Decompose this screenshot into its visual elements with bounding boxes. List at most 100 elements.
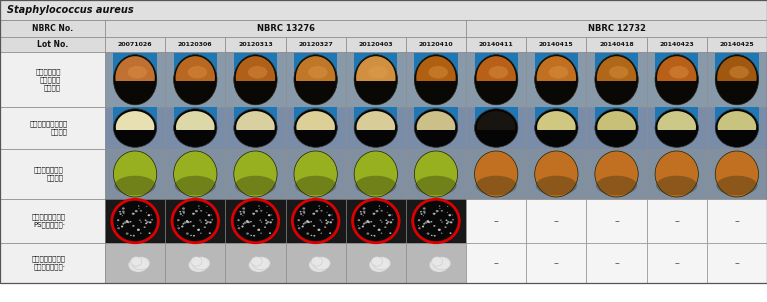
Ellipse shape xyxy=(191,257,202,266)
Ellipse shape xyxy=(321,210,323,212)
Ellipse shape xyxy=(428,221,430,223)
Ellipse shape xyxy=(438,229,441,231)
Bar xyxy=(466,53,526,107)
Bar xyxy=(647,243,707,283)
Ellipse shape xyxy=(416,176,456,195)
Ellipse shape xyxy=(423,207,426,210)
Ellipse shape xyxy=(418,219,420,221)
Text: 20140423: 20140423 xyxy=(660,42,694,47)
Ellipse shape xyxy=(117,227,120,229)
Ellipse shape xyxy=(294,201,337,241)
Text: Lot No.: Lot No. xyxy=(37,40,68,49)
Ellipse shape xyxy=(388,214,391,216)
Ellipse shape xyxy=(130,221,131,223)
Bar xyxy=(466,107,526,149)
Bar xyxy=(173,53,217,81)
Ellipse shape xyxy=(414,55,458,105)
Ellipse shape xyxy=(122,210,125,213)
Ellipse shape xyxy=(177,227,180,229)
Bar xyxy=(105,243,165,283)
Ellipse shape xyxy=(327,221,329,223)
Ellipse shape xyxy=(302,207,305,210)
Bar xyxy=(346,107,406,149)
Bar xyxy=(354,53,397,81)
Ellipse shape xyxy=(122,215,123,216)
Bar xyxy=(285,149,346,199)
Bar xyxy=(105,149,165,199)
Ellipse shape xyxy=(269,232,271,234)
Bar xyxy=(406,107,466,149)
Ellipse shape xyxy=(391,214,393,215)
Bar xyxy=(526,199,587,243)
Ellipse shape xyxy=(116,111,154,143)
Ellipse shape xyxy=(475,109,518,147)
Ellipse shape xyxy=(355,176,397,195)
Ellipse shape xyxy=(325,220,328,221)
Ellipse shape xyxy=(173,55,217,105)
Bar xyxy=(526,37,587,53)
Ellipse shape xyxy=(138,208,140,209)
Ellipse shape xyxy=(318,229,321,231)
Ellipse shape xyxy=(354,55,397,105)
Ellipse shape xyxy=(414,109,458,147)
Bar xyxy=(165,149,225,199)
Bar xyxy=(105,37,165,53)
Bar xyxy=(587,149,647,199)
Ellipse shape xyxy=(266,221,269,223)
Ellipse shape xyxy=(200,210,202,212)
Ellipse shape xyxy=(370,221,372,223)
Bar xyxy=(225,149,285,199)
Ellipse shape xyxy=(250,235,252,236)
Ellipse shape xyxy=(182,226,183,227)
Ellipse shape xyxy=(253,257,270,270)
Ellipse shape xyxy=(195,210,198,212)
Ellipse shape xyxy=(386,223,388,224)
Ellipse shape xyxy=(127,66,147,79)
Ellipse shape xyxy=(193,225,195,227)
Ellipse shape xyxy=(298,225,299,226)
Bar xyxy=(466,149,526,199)
Ellipse shape xyxy=(380,233,382,234)
Bar xyxy=(466,20,767,37)
Ellipse shape xyxy=(441,221,443,223)
Bar xyxy=(346,243,406,283)
Text: –: – xyxy=(494,258,499,268)
Ellipse shape xyxy=(414,151,458,197)
Bar xyxy=(165,53,225,107)
Ellipse shape xyxy=(418,227,421,229)
Ellipse shape xyxy=(211,219,213,220)
Ellipse shape xyxy=(327,206,328,207)
Ellipse shape xyxy=(374,257,390,270)
Ellipse shape xyxy=(452,219,454,220)
Ellipse shape xyxy=(182,215,183,216)
Text: –: – xyxy=(614,258,619,268)
Ellipse shape xyxy=(367,221,370,223)
Ellipse shape xyxy=(186,221,189,223)
Ellipse shape xyxy=(206,221,209,223)
Bar xyxy=(114,53,156,81)
Ellipse shape xyxy=(447,206,449,207)
Ellipse shape xyxy=(420,213,423,215)
Ellipse shape xyxy=(266,206,268,207)
Ellipse shape xyxy=(657,111,696,143)
Ellipse shape xyxy=(114,109,156,147)
Ellipse shape xyxy=(126,221,128,223)
Ellipse shape xyxy=(248,66,268,79)
Ellipse shape xyxy=(179,213,182,215)
Bar xyxy=(285,243,346,283)
Text: –: – xyxy=(674,216,679,226)
Ellipse shape xyxy=(374,235,376,236)
Text: –: – xyxy=(494,216,499,226)
Ellipse shape xyxy=(373,225,375,227)
Ellipse shape xyxy=(423,226,424,227)
Ellipse shape xyxy=(183,212,185,214)
Ellipse shape xyxy=(204,226,206,228)
Text: Staphylococcus aureus: Staphylococcus aureus xyxy=(7,5,133,14)
Ellipse shape xyxy=(200,221,202,223)
Ellipse shape xyxy=(261,221,262,223)
Bar xyxy=(0,107,105,149)
Ellipse shape xyxy=(452,214,453,215)
Bar xyxy=(114,107,156,130)
Ellipse shape xyxy=(354,201,397,241)
Ellipse shape xyxy=(266,212,268,213)
